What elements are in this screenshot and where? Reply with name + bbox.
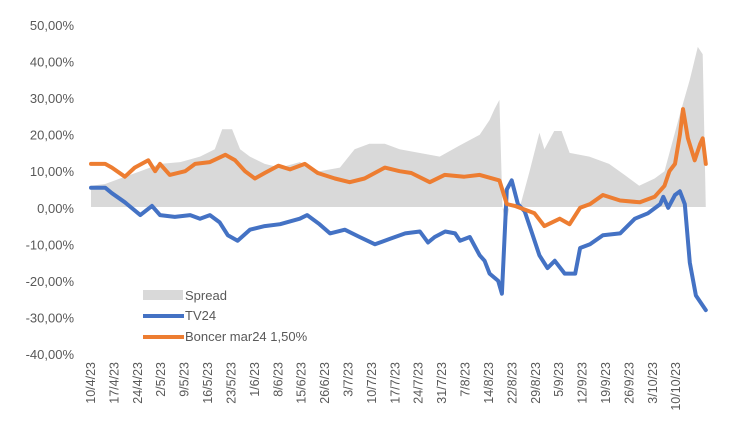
x-tick-label: 10/7/23: [365, 362, 379, 404]
legend-label-boncer: Boncer mar24 1,50%: [185, 329, 308, 344]
x-tick-label: 17/4/23: [107, 362, 121, 404]
x-tick-label: 3/7/23: [342, 362, 356, 397]
x-tick-label: 7/8/23: [459, 362, 473, 397]
x-tick-label: 24/4/23: [131, 362, 145, 404]
legend-label-tv24: TV24: [185, 308, 216, 323]
x-tick-label: 17/7/23: [388, 362, 402, 404]
x-tick-label: 10/4/23: [84, 362, 98, 404]
x-tick-label: 26/9/23: [622, 362, 636, 404]
y-tick-label: -20,00%: [26, 274, 75, 289]
x-tick-label: 22/8/23: [505, 362, 519, 404]
x-tick-label: 23/5/23: [224, 362, 238, 404]
y-axis: 50,00% 40,00% 30,00% 20,00% 10,00% 0,00% -10,0…: [26, 18, 75, 362]
y-tick-label: -30,00%: [26, 310, 75, 325]
y-tick-label: -40,00%: [26, 347, 75, 362]
legend-item-tv24: TV24: [143, 308, 216, 323]
y-tick-label: 40,00%: [30, 55, 75, 70]
x-tick-label: 15/6/23: [295, 362, 309, 404]
x-tick-label: 8/6/23: [271, 362, 285, 397]
legend-swatch-spread: [143, 290, 183, 300]
line-series: [89, 107, 708, 313]
y-tick-label: 0,00%: [37, 201, 74, 216]
y-tick-label: -10,00%: [26, 237, 75, 252]
area-series: [91, 46, 706, 227]
y-tick-label: 50,00%: [30, 18, 75, 33]
x-tick-label: 10/10/23: [669, 362, 683, 411]
x-tick-label: 3/10/23: [646, 362, 660, 404]
series-line-tv24: [89, 178, 708, 313]
x-tick-label: 1/6/23: [248, 362, 262, 397]
series-line-boncer-mar24-1-50: [89, 107, 708, 229]
x-tick-label: 29/8/23: [529, 362, 543, 404]
x-tick-label: 31/7/23: [435, 362, 449, 404]
x-tick-label: 2/5/23: [154, 362, 168, 397]
x-axis: 10/4/23 17/4/23 24/4/23 2/5/23 9/5/23 16/5/23…: [84, 362, 683, 411]
x-tick-label: 16/5/23: [201, 362, 215, 404]
y-tick-label: 10,00%: [30, 164, 75, 179]
x-tick-label: 19/9/23: [599, 362, 613, 404]
y-tick-label: 20,00%: [30, 128, 75, 143]
x-tick-label: 14/8/23: [482, 362, 496, 404]
legend: Spread TV24 Boncer mar24 1,50%: [143, 288, 308, 344]
legend-label-spread: Spread: [185, 288, 227, 303]
x-tick-label: 5/9/23: [552, 362, 566, 397]
x-tick-label: 12/9/23: [576, 362, 590, 404]
x-tick-label: 26/6/23: [318, 362, 332, 404]
legend-item-spread: Spread: [143, 288, 227, 303]
series-area-spread: [91, 46, 706, 227]
x-tick-label: 24/7/23: [412, 362, 426, 404]
legend-item-boncer: Boncer mar24 1,50%: [143, 329, 308, 344]
y-tick-label: 30,00%: [30, 91, 75, 106]
x-tick-label: 9/5/23: [178, 362, 192, 397]
